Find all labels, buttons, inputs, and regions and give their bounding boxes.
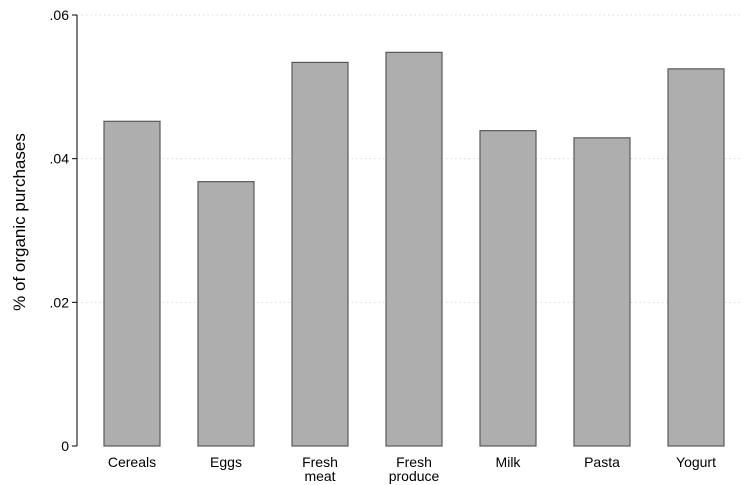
x-category-label: Pasta: [584, 454, 620, 470]
x-category-label: Cereals: [108, 454, 156, 470]
x-category-label: Eggs: [210, 454, 242, 470]
bar: [385, 51, 443, 447]
y-tick-label: .02: [50, 294, 70, 310]
bars: [103, 51, 725, 447]
bar: [197, 181, 255, 447]
x-category-label: Yogurt: [676, 454, 716, 470]
bar: [291, 61, 349, 447]
bar: [667, 68, 725, 447]
y-tick-label: .04: [50, 151, 70, 167]
y-axis-title: % of organic purchases: [10, 133, 29, 311]
x-axis-labels: Cereals Eggs Fresh meat Fresh produce Milk Past…: [108, 454, 716, 484]
x-category-label: Fresh produce: [389, 454, 440, 484]
bar: [573, 137, 631, 447]
y-axis: 0 .02 .04 .06: [50, 7, 78, 454]
y-tick-label: 0: [61, 438, 69, 454]
x-category-label: Milk: [496, 454, 522, 470]
x-category-label: Fresh meat: [302, 454, 338, 484]
bar: [103, 120, 161, 447]
y-tick-label: .06: [50, 7, 70, 23]
bar: [479, 130, 537, 447]
